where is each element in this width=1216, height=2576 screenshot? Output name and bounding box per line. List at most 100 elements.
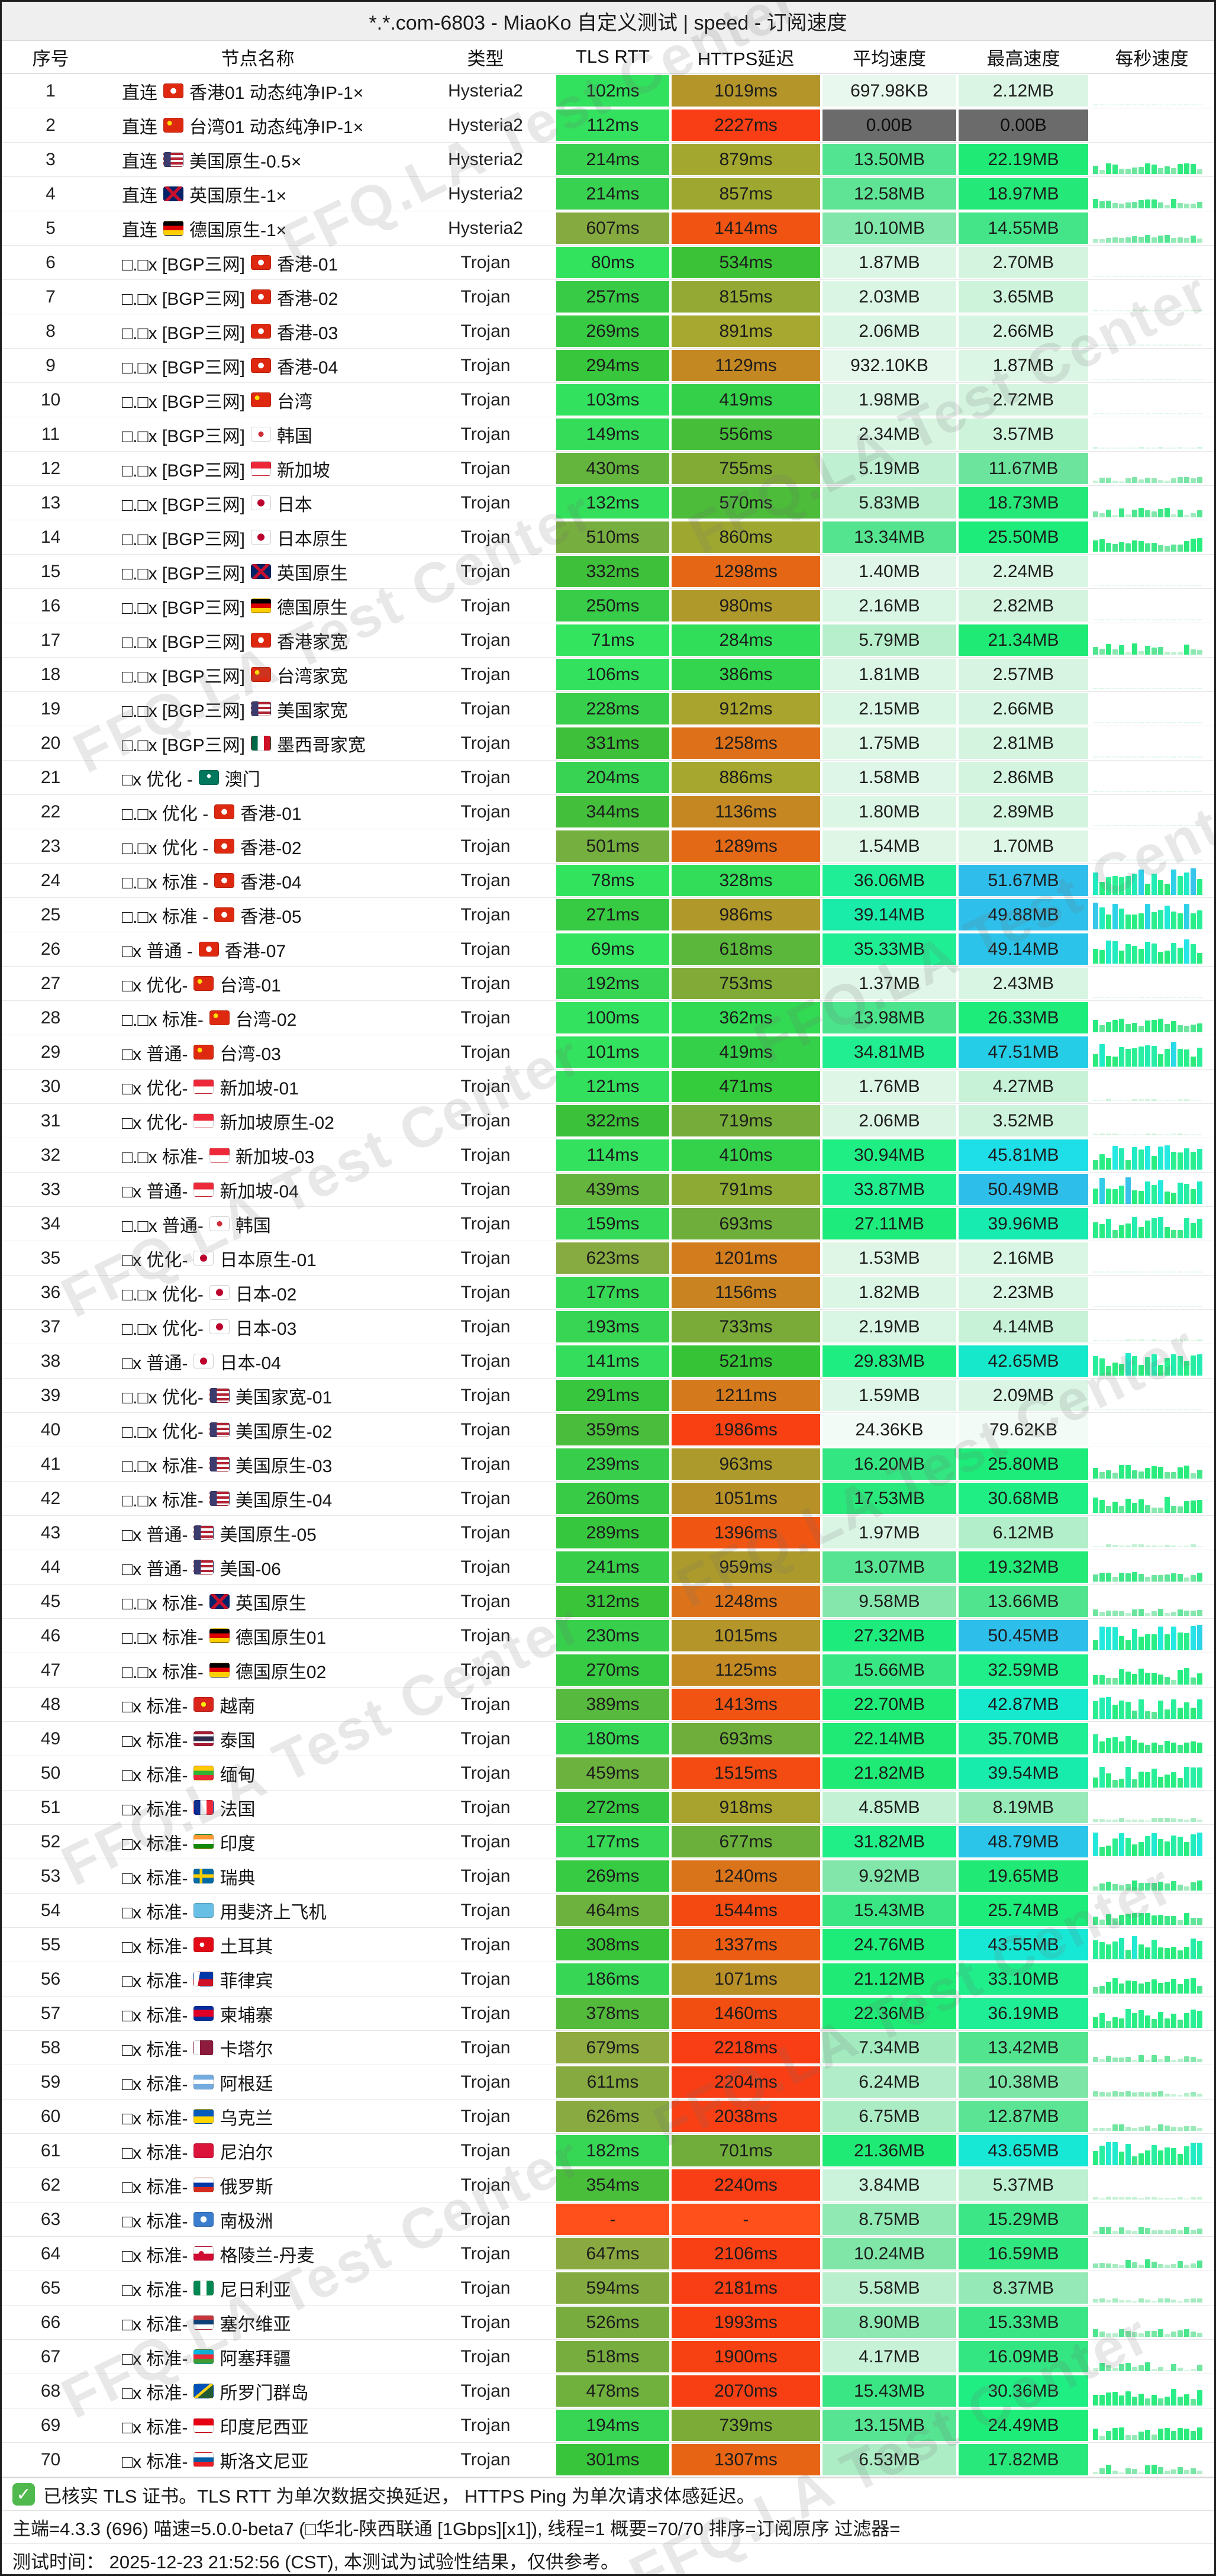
https-latency-badge: -	[672, 2204, 820, 2235]
spark-bar	[1191, 1818, 1196, 1822]
spark-bar	[1145, 1409, 1150, 1410]
spark-bar	[1158, 2197, 1163, 2200]
spark-bar	[1099, 648, 1105, 655]
node-prefix: □x 标准-	[122, 1834, 188, 1854]
spark-bar	[1132, 825, 1137, 826]
spark-bar	[1197, 201, 1202, 208]
spark-bar	[1125, 202, 1131, 208]
spark-bar	[1184, 644, 1189, 655]
avg-speed-badge: 1.59MB	[823, 1380, 956, 1411]
cell-protocol-type: Trojan	[460, 630, 511, 650]
node-label: 台湾-01	[220, 975, 281, 996]
spark-bar	[1112, 1145, 1118, 1170]
flag-icon	[214, 873, 235, 888]
table-row: 45 □.□x 标准- 英国原生 Trojan 312ms 1248ms 9.58MB 13…	[2, 1585, 1214, 1619]
spark-bar	[1119, 951, 1124, 964]
avg-speed-badge: 13.50MB	[823, 144, 956, 175]
spark-bar	[1125, 1409, 1131, 1410]
spark-bar	[1158, 756, 1163, 758]
speed-sparkline	[1089, 898, 1214, 932]
spark-bar	[1112, 447, 1118, 449]
speed-sparkline	[1089, 1653, 1214, 1687]
spark-bar	[1178, 2127, 1183, 2131]
tls-rtt-badge: 526ms	[556, 2307, 669, 2338]
table-row: 58 □x 标准- 卡塔尔 Trojan 679ms 2218ms 7.34MB 13.42…	[2, 2031, 1214, 2065]
spark-bar	[1145, 1982, 1150, 1994]
spark-bar	[1191, 478, 1196, 483]
spark-bar	[1119, 645, 1124, 655]
spark-bar	[1112, 2231, 1118, 2234]
tls-rtt-badge: 679ms	[556, 2032, 669, 2063]
spark-bar	[1099, 687, 1105, 689]
spark-bar	[1165, 1544, 1170, 1547]
cell-protocol-type: Trojan	[460, 733, 511, 753]
spark-bar	[1106, 2365, 1111, 2371]
spark-bar	[1152, 2018, 1157, 2028]
spark-bar	[1184, 1545, 1189, 1547]
node-label: 缅甸	[220, 1765, 256, 1785]
spark-bar	[1106, 914, 1111, 929]
spark-bar	[1178, 104, 1183, 105]
spark-bar	[1093, 1355, 1098, 1376]
speed-sparkline	[1089, 280, 1214, 314]
spark-bar	[1138, 687, 1144, 689]
spark-bar	[1191, 204, 1196, 208]
cell-node-name: □x 优化- 台湾-01	[99, 967, 416, 1000]
cell-node-name: □x 优化- 新加坡原生-02	[99, 1104, 416, 1138]
spark-bar	[1125, 619, 1131, 620]
spark-bar	[1145, 883, 1150, 895]
spark-bar	[1191, 1500, 1196, 1513]
spark-bar	[1125, 1573, 1131, 1582]
spark-bar	[1099, 2145, 1105, 2165]
spark-bar	[1132, 945, 1137, 964]
spark-bar	[1184, 344, 1189, 346]
spark-bar	[1138, 1637, 1144, 1650]
cell-protocol-type: Trojan	[460, 1145, 511, 1165]
tls-rtt-badge: 132ms	[556, 487, 669, 519]
avg-speed-badge: 1.80MB	[823, 796, 956, 827]
spark-bar	[1178, 875, 1183, 895]
spark-bar	[1197, 1673, 1202, 1685]
flag-icon	[214, 907, 235, 922]
node-label: 尼泊尔	[220, 2143, 273, 2163]
spark-bar	[1119, 1915, 1124, 1925]
max-speed-badge: 2.09MB	[959, 1380, 1088, 1411]
node-label: 日本-04	[220, 1353, 281, 1373]
https-latency-badge: 891ms	[672, 315, 820, 347]
cell-protocol-type: Trojan	[460, 2003, 511, 2023]
flag-icon	[209, 1319, 230, 1334]
tls-rtt-badge: 271ms	[556, 899, 669, 930]
spark-bar	[1106, 2263, 1111, 2268]
max-speed-badge: 2.89MB	[959, 796, 1088, 827]
spark-bar	[1125, 915, 1131, 929]
cell-protocol-type: Trojan	[460, 836, 511, 856]
spark-bar	[1093, 1468, 1098, 1479]
spark-bar	[1132, 2197, 1137, 2200]
spark-bar	[1125, 2197, 1131, 2200]
spark-bar	[1099, 239, 1105, 243]
tls-rtt-badge: 272ms	[556, 1792, 669, 1823]
max-speed-badge: 15.33MB	[959, 2307, 1088, 2338]
avg-speed-badge: 13.15MB	[823, 2410, 956, 2441]
spark-bar	[1125, 2391, 1131, 2406]
spark-bar	[1197, 997, 1202, 998]
footer-env-info-text: 主端=4.3.3 (696) 喵速=5.0.0-beta7 (□华北-陕西联通 …	[12, 2519, 901, 2539]
spark-bar	[1106, 877, 1111, 895]
spark-bar	[1191, 235, 1196, 243]
speed-sparkline	[1089, 2100, 1214, 2133]
node-prefix: □x 普通-	[122, 1559, 188, 1579]
spark-bar	[1132, 276, 1137, 277]
spark-bar	[1165, 1024, 1170, 1032]
cell-protocol-type: Trojan	[460, 939, 511, 959]
node-prefix: □x 普通-	[122, 1044, 188, 1064]
tls-rtt-badge: -	[556, 2204, 669, 2235]
spark-bar	[1119, 1225, 1124, 1238]
spark-bar	[1158, 1216, 1163, 1238]
spark-bar	[1093, 1443, 1098, 1444]
max-speed-badge: 2.81MB	[959, 727, 1088, 759]
avg-speed-badge: 1.54MB	[823, 830, 956, 862]
spark-bar	[1197, 239, 1202, 243]
title-bar: *.*.com-6803 - MiaoKo 自定义测试 | speed - 订阅…	[2, 2, 1214, 41]
spark-bar	[1178, 276, 1183, 277]
avg-speed-badge: 3.84MB	[823, 2169, 956, 2201]
